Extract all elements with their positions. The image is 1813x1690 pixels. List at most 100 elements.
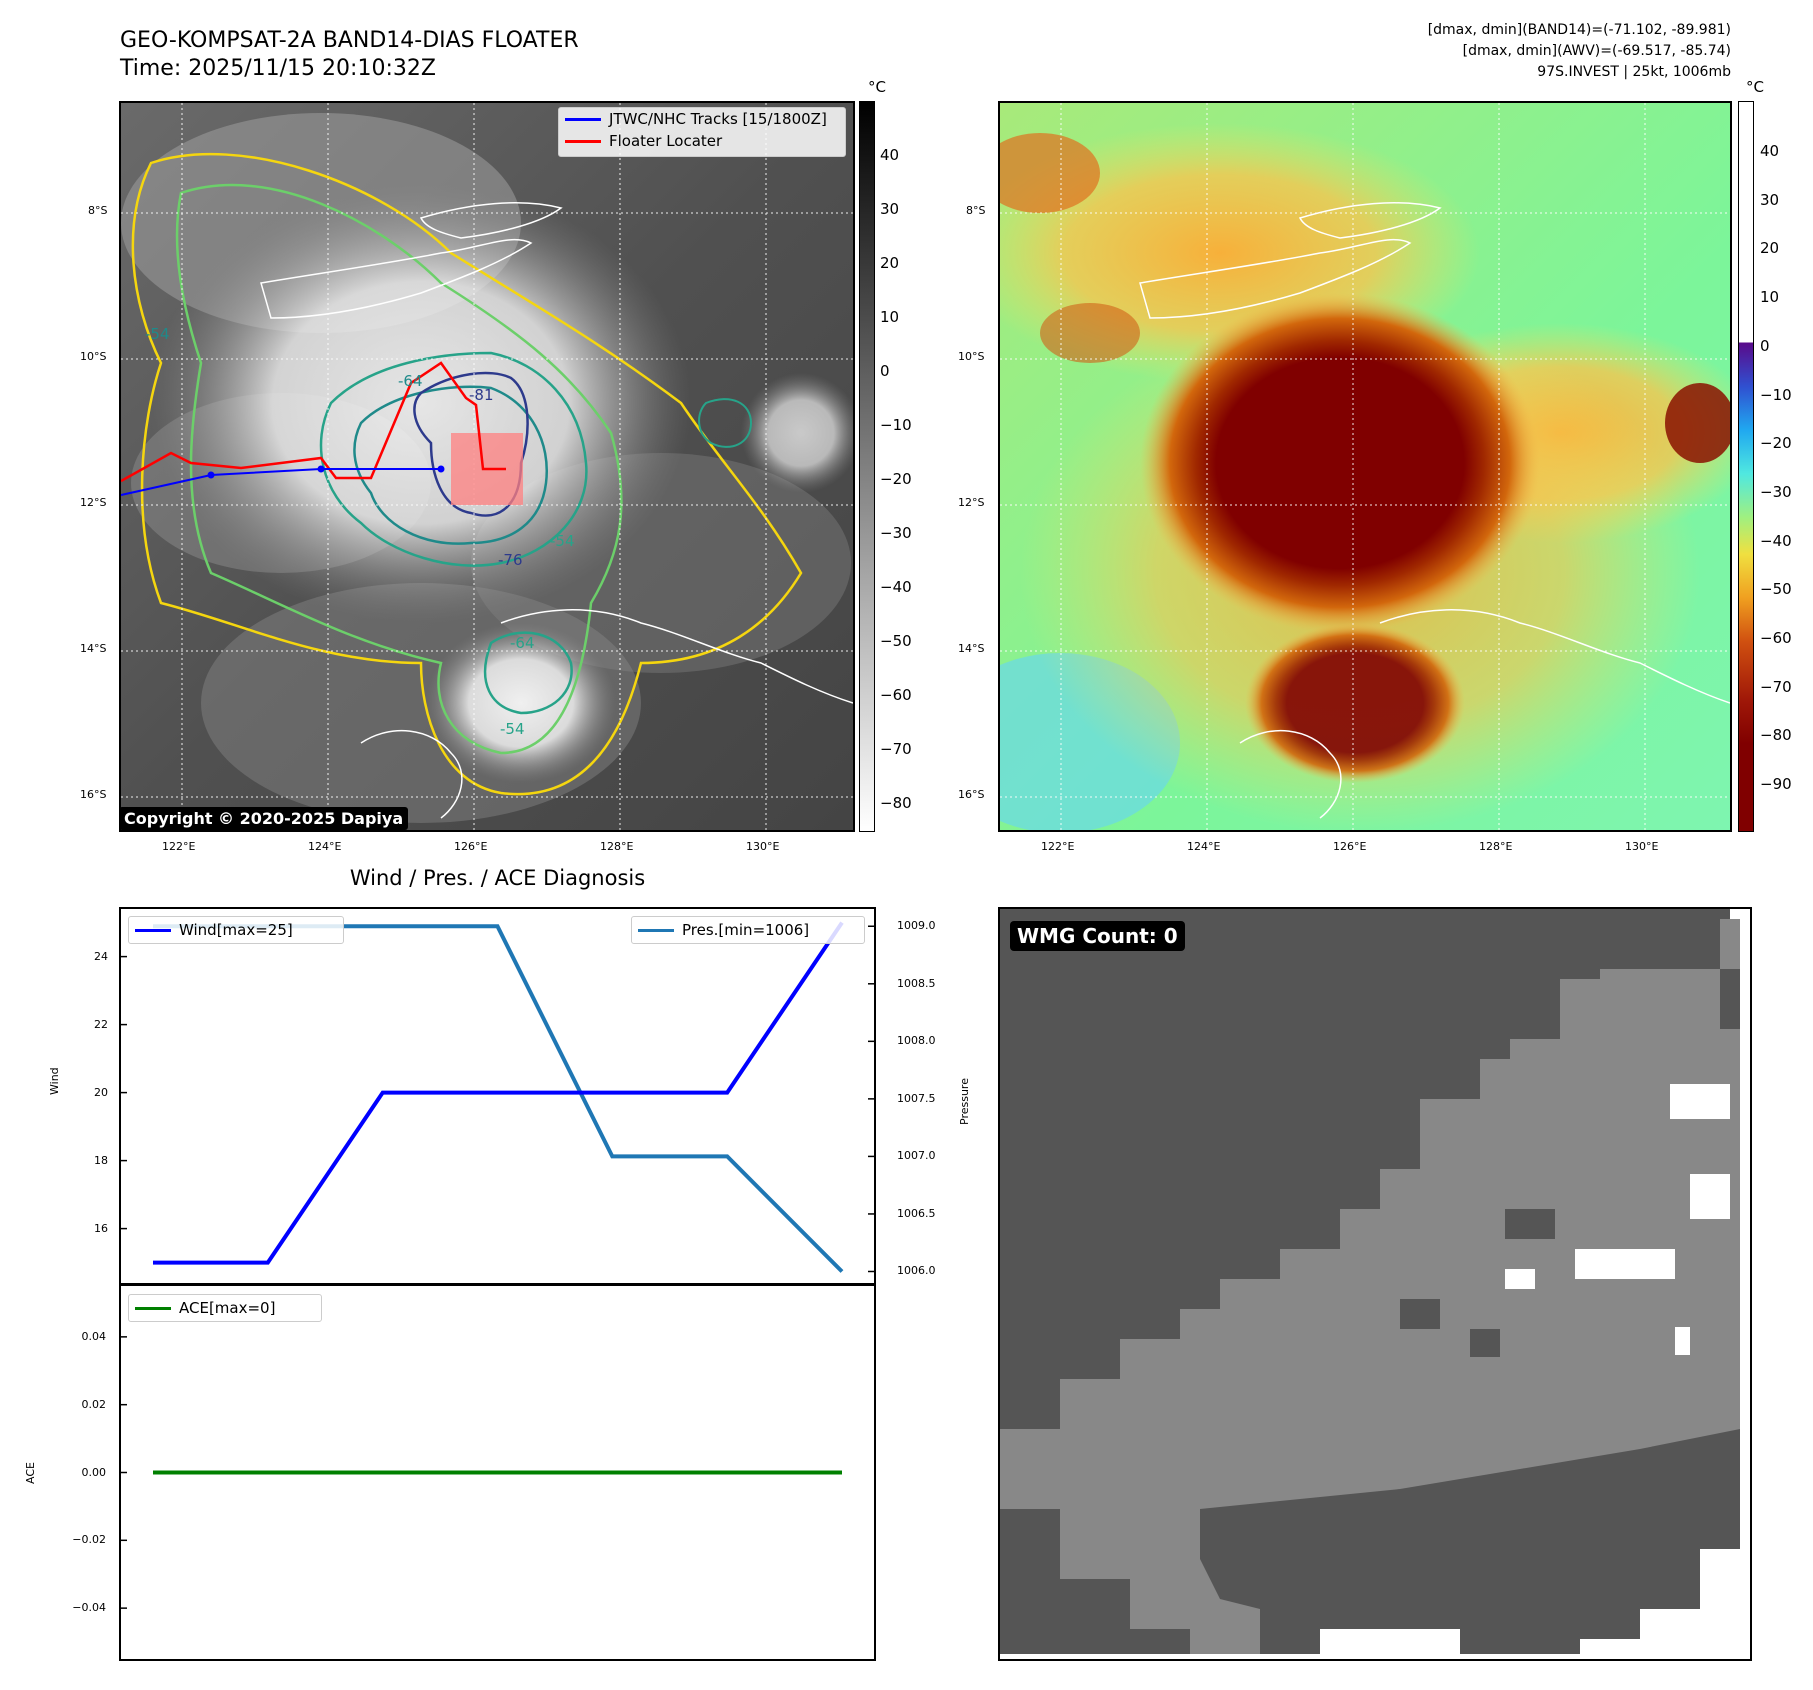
- band14-colorbar: [859, 101, 875, 832]
- axis-tick-label: 18: [94, 1153, 108, 1167]
- lon-label: 130°E: [746, 840, 780, 853]
- lon-label: 128°E: [1479, 840, 1513, 853]
- colorbar-tick: −20: [1760, 434, 1792, 453]
- ace-panel: [119, 1284, 876, 1661]
- lon-label: 126°E: [1333, 840, 1367, 853]
- colorbar-tick: −40: [1760, 531, 1792, 550]
- lat-label: 12°S: [80, 496, 107, 509]
- axis-tick-label: 1007.5: [897, 1091, 936, 1105]
- lat-label: 10°S: [958, 350, 985, 363]
- colorbar-tick: −70: [1760, 677, 1792, 696]
- lat-label: 10°S: [80, 350, 107, 363]
- colorbar-tick: −10: [1760, 385, 1792, 404]
- lat-label: 14°S: [958, 642, 985, 655]
- axis-tick-label: 22: [94, 1017, 108, 1031]
- lon-label: 128°E: [600, 840, 634, 853]
- chart-title: GEO-KOMPSAT-2A BAND14-DIAS FLOATER: [120, 28, 579, 53]
- colorbar-tick: −60: [880, 686, 912, 704]
- colorbar-tick: −30: [1760, 482, 1792, 501]
- colorbar-tick: 30: [1760, 190, 1780, 209]
- contour-label: -54: [145, 325, 170, 343]
- axis-tick-label: 1008.0: [897, 1034, 936, 1048]
- lon-label: 122°E: [1041, 840, 1075, 853]
- lon-label: 124°E: [1187, 840, 1221, 853]
- contour-label: -54: [500, 720, 525, 738]
- colorbar-tick: −30: [880, 524, 912, 542]
- legend-item-jtwc: JTWC/NHC Tracks [15/1800Z]: [559, 108, 845, 130]
- lon-label: 130°E: [1625, 840, 1659, 853]
- colorbar-unit: °C: [1746, 78, 1764, 96]
- lat-label: 14°S: [80, 642, 107, 655]
- colorbar-tick: 20: [1760, 239, 1780, 258]
- axis-tick-label: 1006.5: [897, 1206, 936, 1220]
- pressure-legend: Pres.[min=1006]: [631, 916, 865, 944]
- wmg-grid-image: [1000, 909, 1750, 1659]
- legend-label: Pres.[min=1006]: [682, 921, 810, 939]
- wmg-count-badge: WMG Count: 0: [1010, 921, 1185, 951]
- floater-locater-track: [121, 361, 506, 483]
- colorbar-tick: 0: [1760, 336, 1770, 355]
- series-line-wind: [153, 921, 844, 1265]
- legend-swatch: [135, 928, 171, 932]
- colorbar-tick: 40: [1760, 142, 1780, 160]
- lon-label: 126°E: [454, 840, 488, 853]
- colorbar-tick: 20: [880, 254, 900, 272]
- wind-axis-label: Wind: [48, 1067, 61, 1095]
- colorbar-tick: −10: [880, 416, 912, 434]
- track-point: [437, 465, 445, 473]
- series-line-pres: [153, 924, 844, 1273]
- legend-swatch: [565, 139, 601, 143]
- axis-tick-label: 20: [94, 1085, 108, 1099]
- wind-legend: Wind[max=25]: [128, 916, 344, 944]
- axis-tick-label: 1007.0: [897, 1149, 936, 1163]
- legend-swatch: [565, 117, 601, 121]
- lon-label: 124°E: [308, 840, 342, 853]
- axis-tick-label: 1008.5: [897, 976, 936, 990]
- ace-chart: [121, 1336, 842, 1609]
- legend-item-ace: ACE[max=0]: [129, 1297, 321, 1319]
- colorbar-tick: −50: [1760, 580, 1792, 599]
- track-point: [317, 465, 325, 473]
- colorbar-tick: −20: [880, 470, 912, 488]
- axis-tick-label: 0.04: [81, 1329, 107, 1343]
- lat-label: 16°S: [958, 788, 985, 801]
- lat-label: 16°S: [80, 788, 107, 801]
- wind-pressure-chart: [121, 921, 874, 1273]
- colorbar-unit: °C: [868, 78, 886, 96]
- axis-tick-label: 0.00: [81, 1465, 107, 1479]
- wmg-panel: [998, 907, 1752, 1661]
- chart-time: Time: 2025/11/15 20:10:32Z: [120, 56, 436, 81]
- legend-swatch: [135, 1306, 171, 1310]
- lat-label: 8°S: [966, 204, 986, 217]
- colorbar-tick: −70: [880, 740, 912, 758]
- diagnosis-title: Wind / Pres. / ACE Diagnosis: [349, 866, 646, 890]
- legend-label: ACE[max=0]: [179, 1299, 276, 1317]
- info-band14-range: [dmax, dmin](BAND14)=(-71.102, -89.981): [1427, 22, 1731, 38]
- axis-tick-label: 24: [94, 949, 108, 963]
- info-awv-range: [dmax, dmin](AWV)=(-69.517, -85.74): [1462, 43, 1731, 59]
- contour-label: -64: [510, 634, 535, 652]
- map-legend: JTWC/NHC Tracks [15/1800Z] Floater Locat…: [558, 107, 846, 157]
- track-point: [207, 471, 215, 479]
- colorbar-tick: 0: [880, 362, 890, 380]
- colorbar-tick: 10: [1760, 288, 1780, 307]
- axis-tick-label: −0.04: [72, 1601, 106, 1615]
- contour-label: -76: [498, 551, 523, 569]
- colorbar-tick: −80: [880, 794, 912, 812]
- band14-map-panel: [119, 101, 855, 832]
- axis-tick-label: 0.02: [81, 1397, 107, 1411]
- colorbar-tick: −50: [880, 632, 912, 650]
- copyright-label: Copyright © 2020-2025 Dapiya: [119, 807, 409, 830]
- legend-label: JTWC/NHC Tracks [15/1800Z]: [609, 110, 827, 128]
- colorbar-tick: 30: [880, 200, 900, 218]
- axis-tick-label: 16: [94, 1221, 108, 1235]
- lon-label: 122°E: [162, 840, 196, 853]
- legend-item-wind: Wind[max=25]: [129, 919, 343, 941]
- band14-map-image: [121, 103, 853, 830]
- lat-label: 12°S: [958, 496, 985, 509]
- legend-item-pressure: Pres.[min=1006]: [632, 919, 864, 941]
- jtwc-nhc-track: [121, 468, 441, 496]
- colorbar-tick: −90: [1760, 775, 1792, 794]
- legend-swatch: [638, 928, 674, 932]
- awv-colorbar: [1738, 101, 1754, 832]
